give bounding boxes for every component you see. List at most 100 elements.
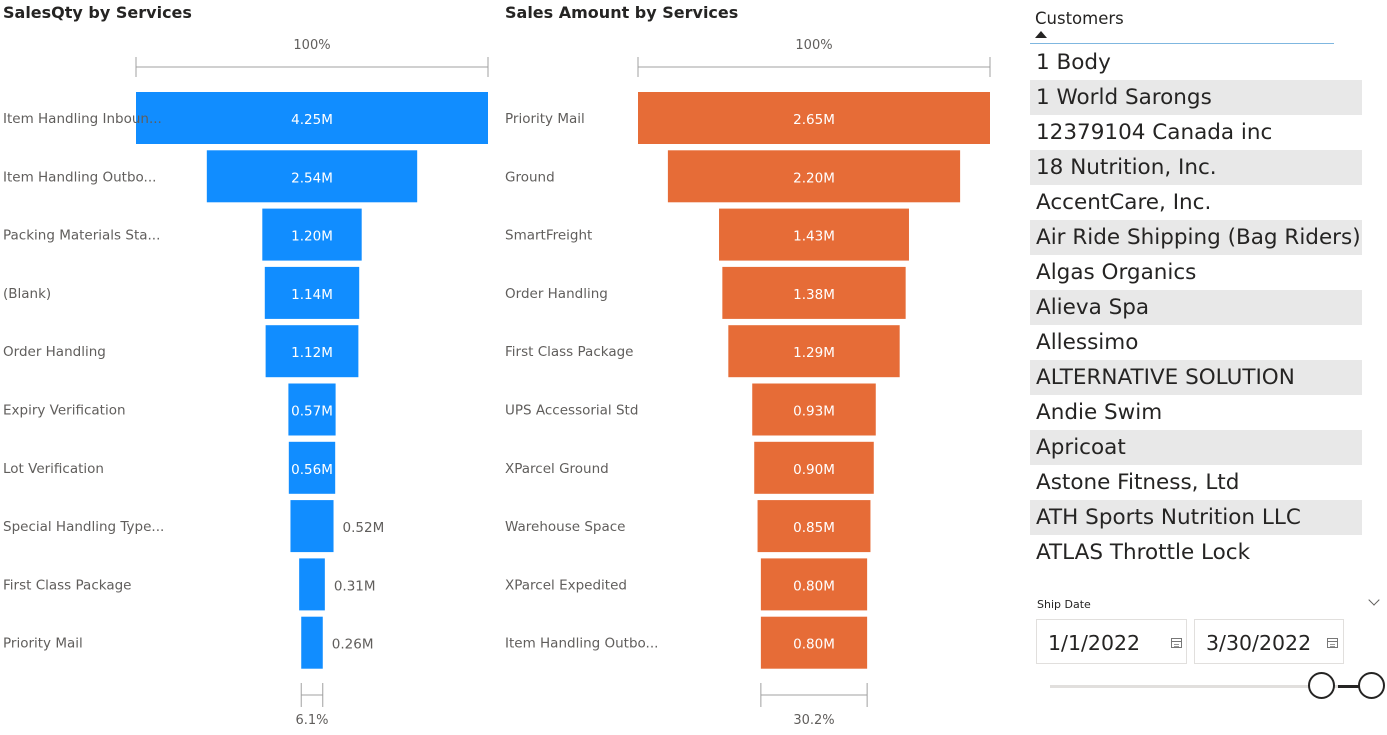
slicer-item[interactable]: ATLAS Throttle Lock: [1036, 540, 1251, 563]
amount-funnel-bar[interactable]: [757, 500, 871, 553]
amount-category-label: Order Handling: [505, 286, 608, 302]
date-slider-start-handle[interactable]: [1308, 672, 1335, 699]
salesqty-category-label: Packing Materials Sta...: [3, 228, 160, 244]
amount-bottom-guide: [760, 683, 868, 707]
end-date-input[interactable]: 3/30/2022: [1194, 619, 1344, 664]
salesqty-bottom-guide: [300, 683, 324, 707]
amount-funnel-bar[interactable]: [754, 441, 874, 494]
salesqty-category-label: Special Handling Type...: [3, 519, 164, 535]
funnel-charts: 100% Item Handling Inboun... 4.25M Item Han…: [3, 38, 991, 728]
salesqty-top-guide: [135, 57, 489, 77]
salesqty-category-label: First Class Package: [3, 577, 131, 593]
slicer-item[interactable]: AccentCare, Inc.: [1036, 190, 1212, 215]
amount-top-percent: 100%: [795, 38, 832, 53]
slicer-item[interactable]: Astone Fitness, Ltd: [1036, 470, 1240, 495]
salesqty-category-label: Item Handling Outbo...: [3, 169, 156, 185]
slicer-item[interactable]: ATH Sports Nutrition LLC: [1030, 500, 1362, 535]
salesqty-funnel-bar[interactable]: [206, 150, 418, 203]
salesqty-category-label: Item Handling Inboun...: [3, 111, 162, 127]
amount-data-label: 0.90M: [793, 462, 835, 478]
customers-slicer: Customers 1 Body 1 World Sarongs 12379104 …: [1030, 0, 1387, 735]
sort-ascending-icon[interactable]: [1035, 31, 1047, 38]
amount-category-label: XParcel Ground: [505, 461, 609, 477]
slicer-header-divider: [1030, 43, 1334, 44]
end-date-value: 3/30/2022: [1206, 631, 1312, 655]
chevron-down-icon[interactable]: [1368, 594, 1380, 606]
salesqty-data-label: 1.20M: [291, 229, 333, 245]
amount-category-label: Ground: [505, 169, 555, 185]
slicer-item[interactable]: Andie Swim: [1036, 400, 1163, 425]
date-slider-track[interactable]: [1050, 685, 1356, 688]
salesqty-funnel-bar[interactable]: [264, 266, 360, 319]
amount-data-label: 1.29M: [793, 345, 835, 361]
amount-category-label: Item Handling Outbo...: [505, 636, 658, 652]
sales-amount-chart-title: Sales Amount by Services: [505, 3, 739, 22]
calendar-icon[interactable]: [1171, 638, 1182, 648]
amount-category-label: Warehouse Space: [505, 519, 625, 535]
salesqty-top-percent: 100%: [293, 38, 330, 53]
salesqty-funnel-bar[interactable]: [136, 92, 488, 144]
amount-top-guide: [637, 57, 991, 77]
customer-list: 1 Body 1 World Sarongs 12379104 Canada inc…: [1030, 45, 1362, 563]
salesqty-data-label: 0.56M: [291, 462, 333, 478]
slicer-item[interactable]: Algas Organics: [1036, 260, 1197, 285]
amount-category-label: Priority Mail: [505, 111, 585, 127]
slicer-header[interactable]: Customers: [1035, 9, 1124, 28]
salesqty-data-label: 0.26M: [332, 637, 374, 653]
salesqty-bottom-percent: 6.1%: [295, 713, 328, 728]
slicer-item[interactable]: Alieva Spa: [1030, 290, 1362, 325]
salesqty-funnel-bar[interactable]: [288, 441, 336, 494]
amount-category-label: XParcel Expedited: [505, 577, 627, 593]
start-date-input[interactable]: 1/1/2022: [1036, 619, 1187, 664]
calendar-icon[interactable]: [1327, 638, 1338, 648]
slicer-item[interactable]: 18 Nutrition, Inc.: [1030, 150, 1362, 185]
amount-data-label: 0.80M: [793, 637, 835, 653]
amount-funnel-bar[interactable]: [722, 266, 906, 319]
salesqty-funnel-bar[interactable]: [290, 500, 334, 553]
amount-data-label: 2.65M: [793, 112, 835, 128]
slicer-item[interactable]: ALTERNATIVE SOLUTION: [1030, 360, 1362, 395]
salesqty-category-label: (Blank): [3, 286, 51, 302]
slicer-item[interactable]: 1 World Sarongs: [1030, 80, 1362, 115]
salesqty-category-label: Expiry Verification: [3, 403, 126, 419]
amount-data-label: 0.80M: [793, 578, 835, 594]
amount-category-label: UPS Accessorial Std: [505, 403, 638, 419]
amount-data-label: 2.20M: [793, 170, 835, 186]
amount-funnel-bar[interactable]: [638, 92, 990, 144]
slicer-item[interactable]: Air Ride Shipping (Bag Riders): [1030, 220, 1362, 255]
salesqty-category-label: Priority Mail: [3, 636, 83, 652]
amount-bottom-percent: 30.2%: [793, 713, 834, 728]
salesqty-category-label: Order Handling: [3, 344, 106, 360]
salesqty-data-label: 0.31M: [334, 578, 376, 594]
salesqty-data-label: 0.57M: [291, 404, 333, 420]
salesqty-data-label: 2.54M: [291, 170, 333, 186]
date-slider-end-handle[interactable]: [1358, 672, 1385, 699]
salesqty-data-label: 1.14M: [291, 287, 333, 303]
salesqty-chart-title: SalesQty by Services: [3, 3, 192, 22]
amount-funnel-bar[interactable]: [719, 208, 909, 261]
salesqty-funnel-bar[interactable]: [262, 208, 362, 261]
slicer-item[interactable]: 12379104 Canada inc: [1036, 120, 1273, 145]
ship-date-label: Ship Date: [1037, 598, 1091, 611]
slicer-item[interactable]: Apricoat: [1030, 430, 1362, 465]
slicer-item[interactable]: 1 Body: [1036, 50, 1111, 75]
slicer-item[interactable]: Allessimo: [1036, 330, 1139, 355]
amount-funnel-bar[interactable]: [667, 150, 961, 203]
amount-funnel-bar[interactable]: [760, 558, 868, 611]
salesqty-data-label: 4.25M: [291, 112, 333, 128]
salesqty-category-label: Lot Verification: [3, 461, 104, 477]
salesqty-data-label: 0.52M: [343, 520, 385, 536]
salesqty-funnel-bar[interactable]: [299, 558, 325, 611]
amount-data-label: 0.93M: [793, 404, 835, 420]
amount-data-label: 1.43M: [793, 229, 835, 245]
salesqty-funnel-bar[interactable]: [301, 616, 323, 669]
amount-data-label: 1.38M: [793, 287, 835, 303]
amount-funnel-bar[interactable]: [752, 383, 876, 436]
date-slider-range: [1338, 685, 1360, 688]
amount-category-label: SmartFreight: [505, 228, 592, 244]
amount-funnel-bar[interactable]: [728, 325, 900, 378]
amount-funnel-bar[interactable]: [760, 616, 868, 669]
salesqty-funnel-bar[interactable]: [288, 383, 336, 436]
salesqty-funnel-bar[interactable]: [265, 325, 359, 378]
amount-data-label: 0.85M: [793, 520, 835, 536]
